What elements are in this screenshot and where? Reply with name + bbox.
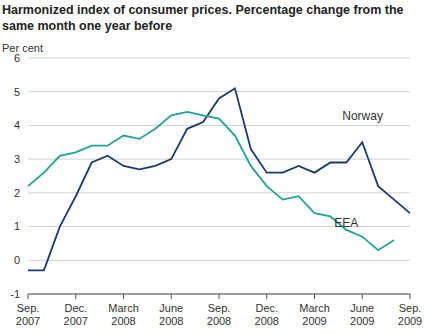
svg-text:Norway: Norway [342, 109, 383, 123]
svg-text:EEA: EEA [334, 216, 358, 230]
html-text:Per cent: Per cent [2, 42, 43, 54]
svg-text:4: 4 [14, 119, 20, 131]
svg-text:Sep.2007: Sep.2007 [16, 302, 40, 327]
svg-text:3: 3 [14, 153, 20, 165]
svg-text:June2009: June2009 [350, 302, 374, 327]
svg-text:1: 1 [14, 220, 20, 232]
svg-text:2: 2 [14, 187, 20, 199]
svg-text:0: 0 [14, 254, 20, 266]
svg-text:Dec.2008: Dec.2008 [255, 302, 279, 327]
svg-text:Dec.2007: Dec.2007 [64, 302, 88, 327]
svg-text:March2009: March2009 [299, 302, 330, 327]
svg-text:Sep.2008: Sep.2008 [207, 302, 231, 327]
svg-text:5: 5 [14, 86, 20, 98]
svg-text:6: 6 [14, 52, 20, 64]
svg-text:June2008: June2008 [159, 302, 183, 327]
html-text:Harmonized index of consumer p: Harmonized index of consumer prices. Per… [2, 3, 404, 33]
svg-text:Sep.2009: Sep.2009 [398, 302, 418, 327]
svg-text:-1: -1 [10, 288, 20, 300]
svg-text:March2008: March2008 [108, 302, 139, 327]
